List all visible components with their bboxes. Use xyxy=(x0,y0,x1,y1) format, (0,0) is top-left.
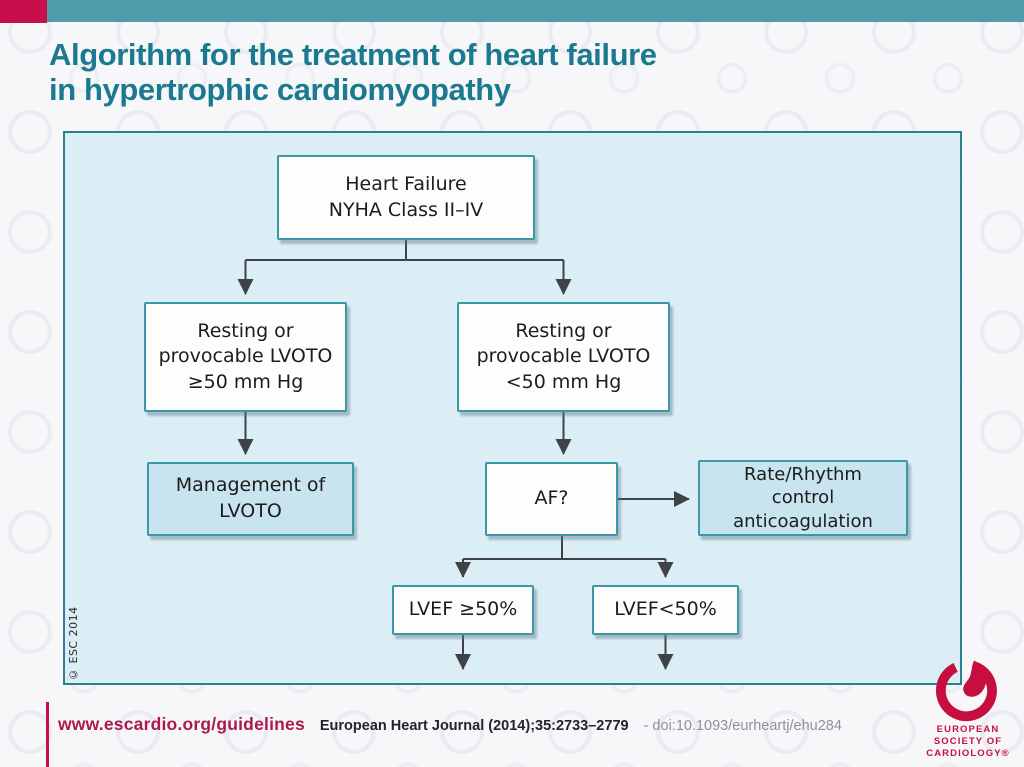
esc-logo: EUROPEAN SOCIETY OF CARDIOLOGY® xyxy=(918,659,1018,760)
footer-citation: European Heart Journal (2014);35:2733–27… xyxy=(319,718,629,734)
esc-logo-text: EUROPEAN SOCIETY OF CARDIOLOGY® xyxy=(926,724,1010,759)
footer-doi: - doi:10.1093/eurheartj/ehu284 xyxy=(643,718,842,734)
esc-logo-mark-icon xyxy=(935,660,997,722)
node-af-question: AF? xyxy=(485,462,618,536)
flow-arrows xyxy=(237,240,690,670)
top-accent-bar xyxy=(47,0,1024,22)
page-title: Algorithm for the treatment of heart fai… xyxy=(49,37,657,107)
footer-divider xyxy=(46,702,49,767)
footer-url-link[interactable]: www.escardio.org/guidelines xyxy=(58,714,305,734)
esc-copyright-vertical-text: © ESC 2014 xyxy=(67,606,80,682)
node-heart-failure: Heart Failure NYHA Class II–IV xyxy=(277,155,535,240)
footer: www.escardio.org/guidelines European Hea… xyxy=(58,714,842,735)
brand-red-square xyxy=(0,0,47,23)
node-lvef-ge50: LVEF ≥50% xyxy=(392,585,534,635)
node-lvef-lt50: LVEF<50% xyxy=(592,585,739,635)
flowchart-panel: Heart Failure NYHA Class II–IV Resting o… xyxy=(63,131,962,685)
node-management-of-lvoto: Management of LVOTO xyxy=(147,462,354,536)
node-lvoto-lt50: Resting or provocable LVOTO <50 mm Hg xyxy=(457,302,670,412)
node-rate-rhythm-control: Rate/Rhythm control anticoagulation xyxy=(698,460,908,536)
node-lvoto-ge50: Resting or provocable LVOTO ≥50 mm Hg xyxy=(144,302,347,412)
